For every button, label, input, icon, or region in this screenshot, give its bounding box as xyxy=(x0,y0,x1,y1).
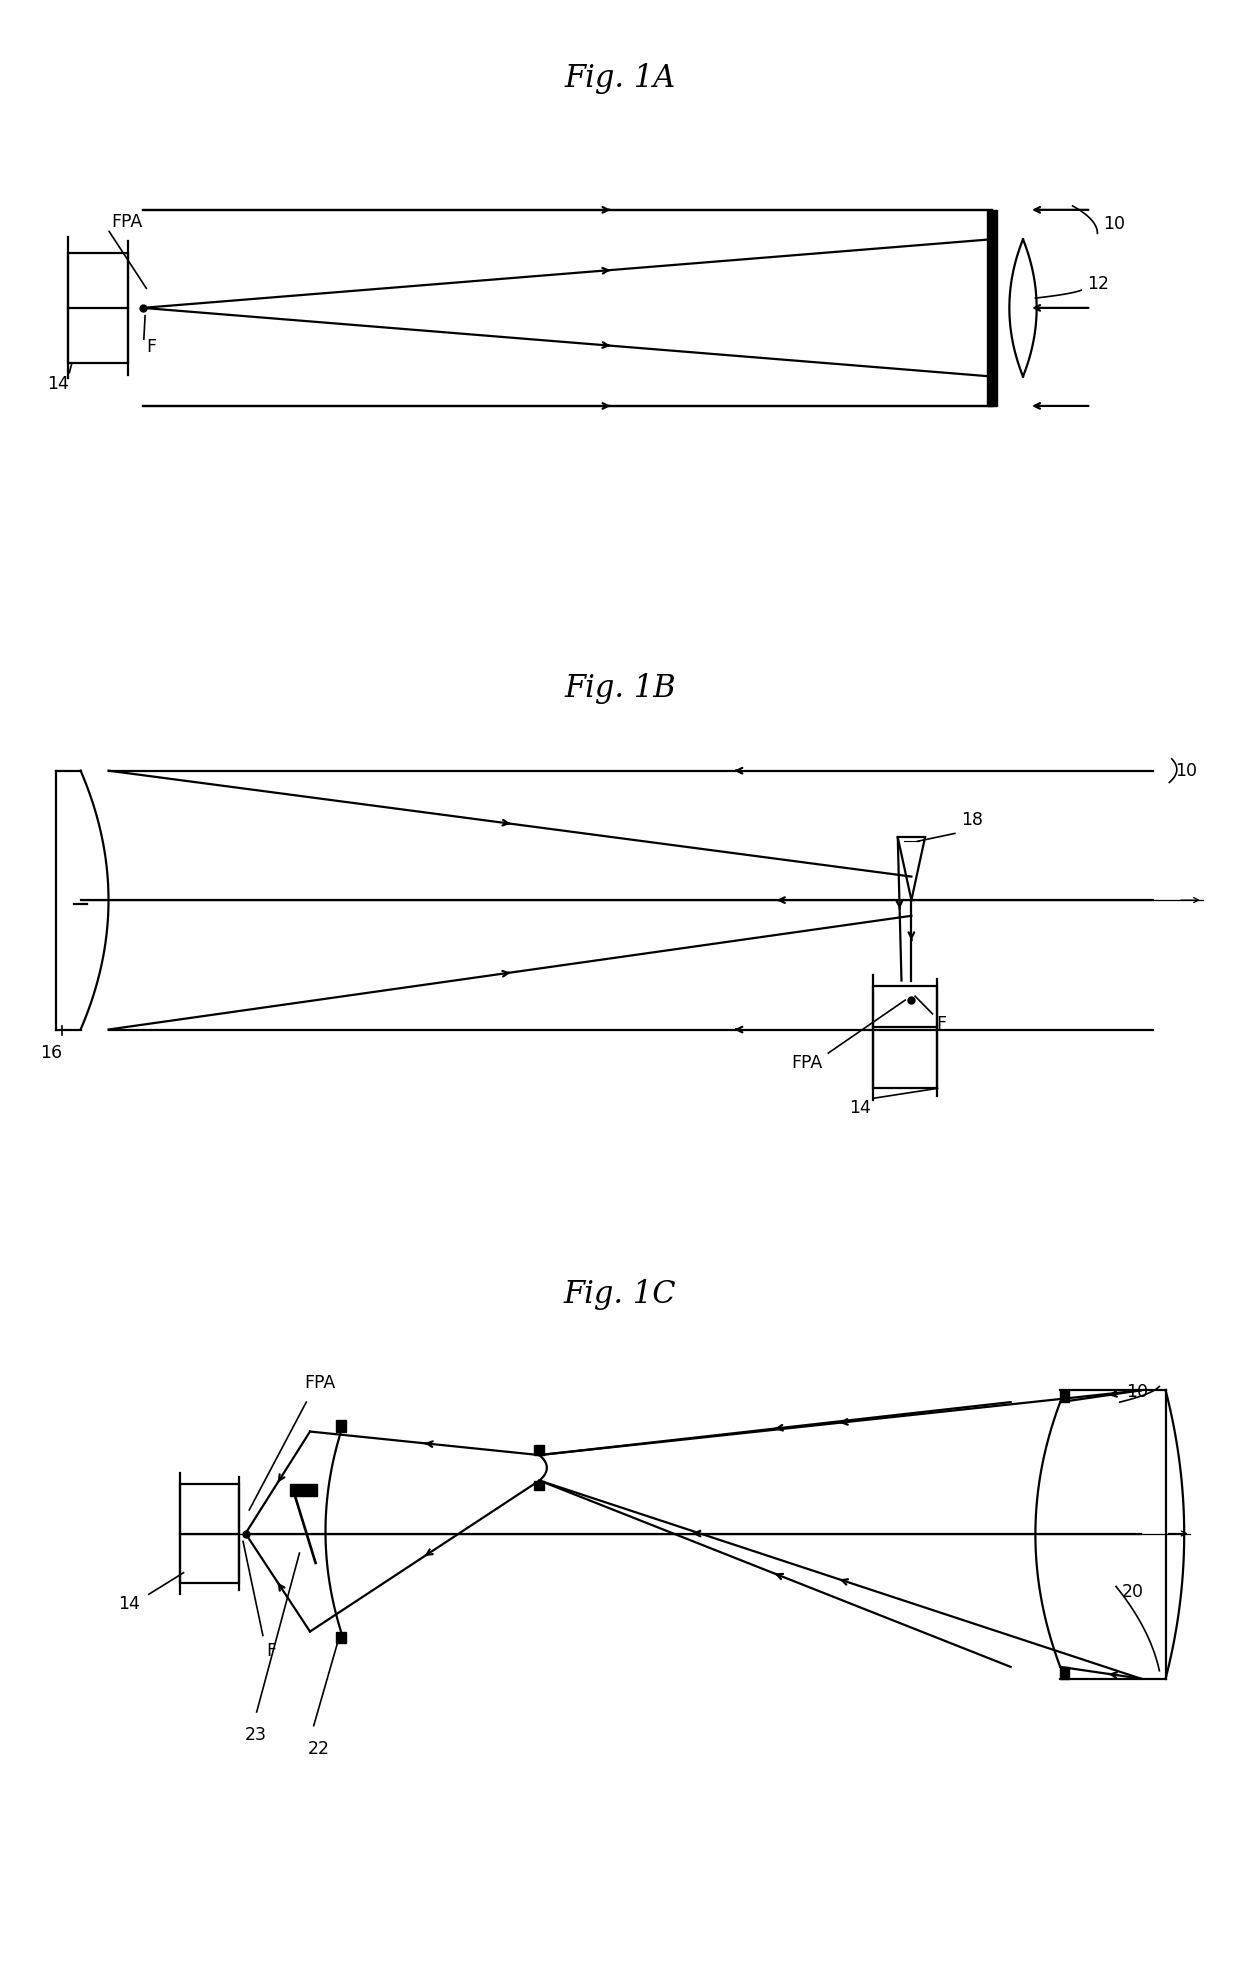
Text: 18: 18 xyxy=(961,810,983,830)
Text: 10: 10 xyxy=(1176,761,1198,780)
Bar xyxy=(336,1632,346,1643)
Bar xyxy=(534,1481,544,1490)
Bar xyxy=(1060,1667,1069,1679)
Text: 20: 20 xyxy=(1122,1583,1145,1602)
Bar xyxy=(1060,1390,1069,1402)
Text: 14: 14 xyxy=(47,375,69,394)
Text: F: F xyxy=(146,337,156,357)
Bar xyxy=(987,210,997,239)
Bar xyxy=(987,239,997,377)
Text: 14: 14 xyxy=(118,1594,140,1614)
Bar xyxy=(873,986,937,1088)
Text: FPA: FPA xyxy=(112,212,143,231)
Bar xyxy=(68,253,128,363)
Text: 23: 23 xyxy=(244,1726,267,1745)
Bar xyxy=(987,377,997,406)
Text: 12: 12 xyxy=(1087,275,1110,294)
Text: 22: 22 xyxy=(308,1739,330,1759)
Text: F: F xyxy=(267,1641,277,1661)
Bar xyxy=(336,1420,346,1432)
Bar xyxy=(180,1484,239,1583)
Text: Fig. 1A: Fig. 1A xyxy=(564,63,676,94)
Text: F: F xyxy=(936,1014,946,1033)
Text: FPA: FPA xyxy=(304,1373,335,1392)
Text: 10: 10 xyxy=(1104,214,1126,233)
Text: Fig. 1B: Fig. 1B xyxy=(564,673,676,704)
Bar xyxy=(290,1484,317,1496)
Text: 10: 10 xyxy=(1126,1383,1148,1402)
Bar xyxy=(534,1445,544,1455)
Text: 14: 14 xyxy=(849,1098,872,1118)
Text: Fig. 1C: Fig. 1C xyxy=(564,1279,676,1310)
Text: 16: 16 xyxy=(40,1043,62,1063)
Text: FPA: FPA xyxy=(791,1053,822,1073)
